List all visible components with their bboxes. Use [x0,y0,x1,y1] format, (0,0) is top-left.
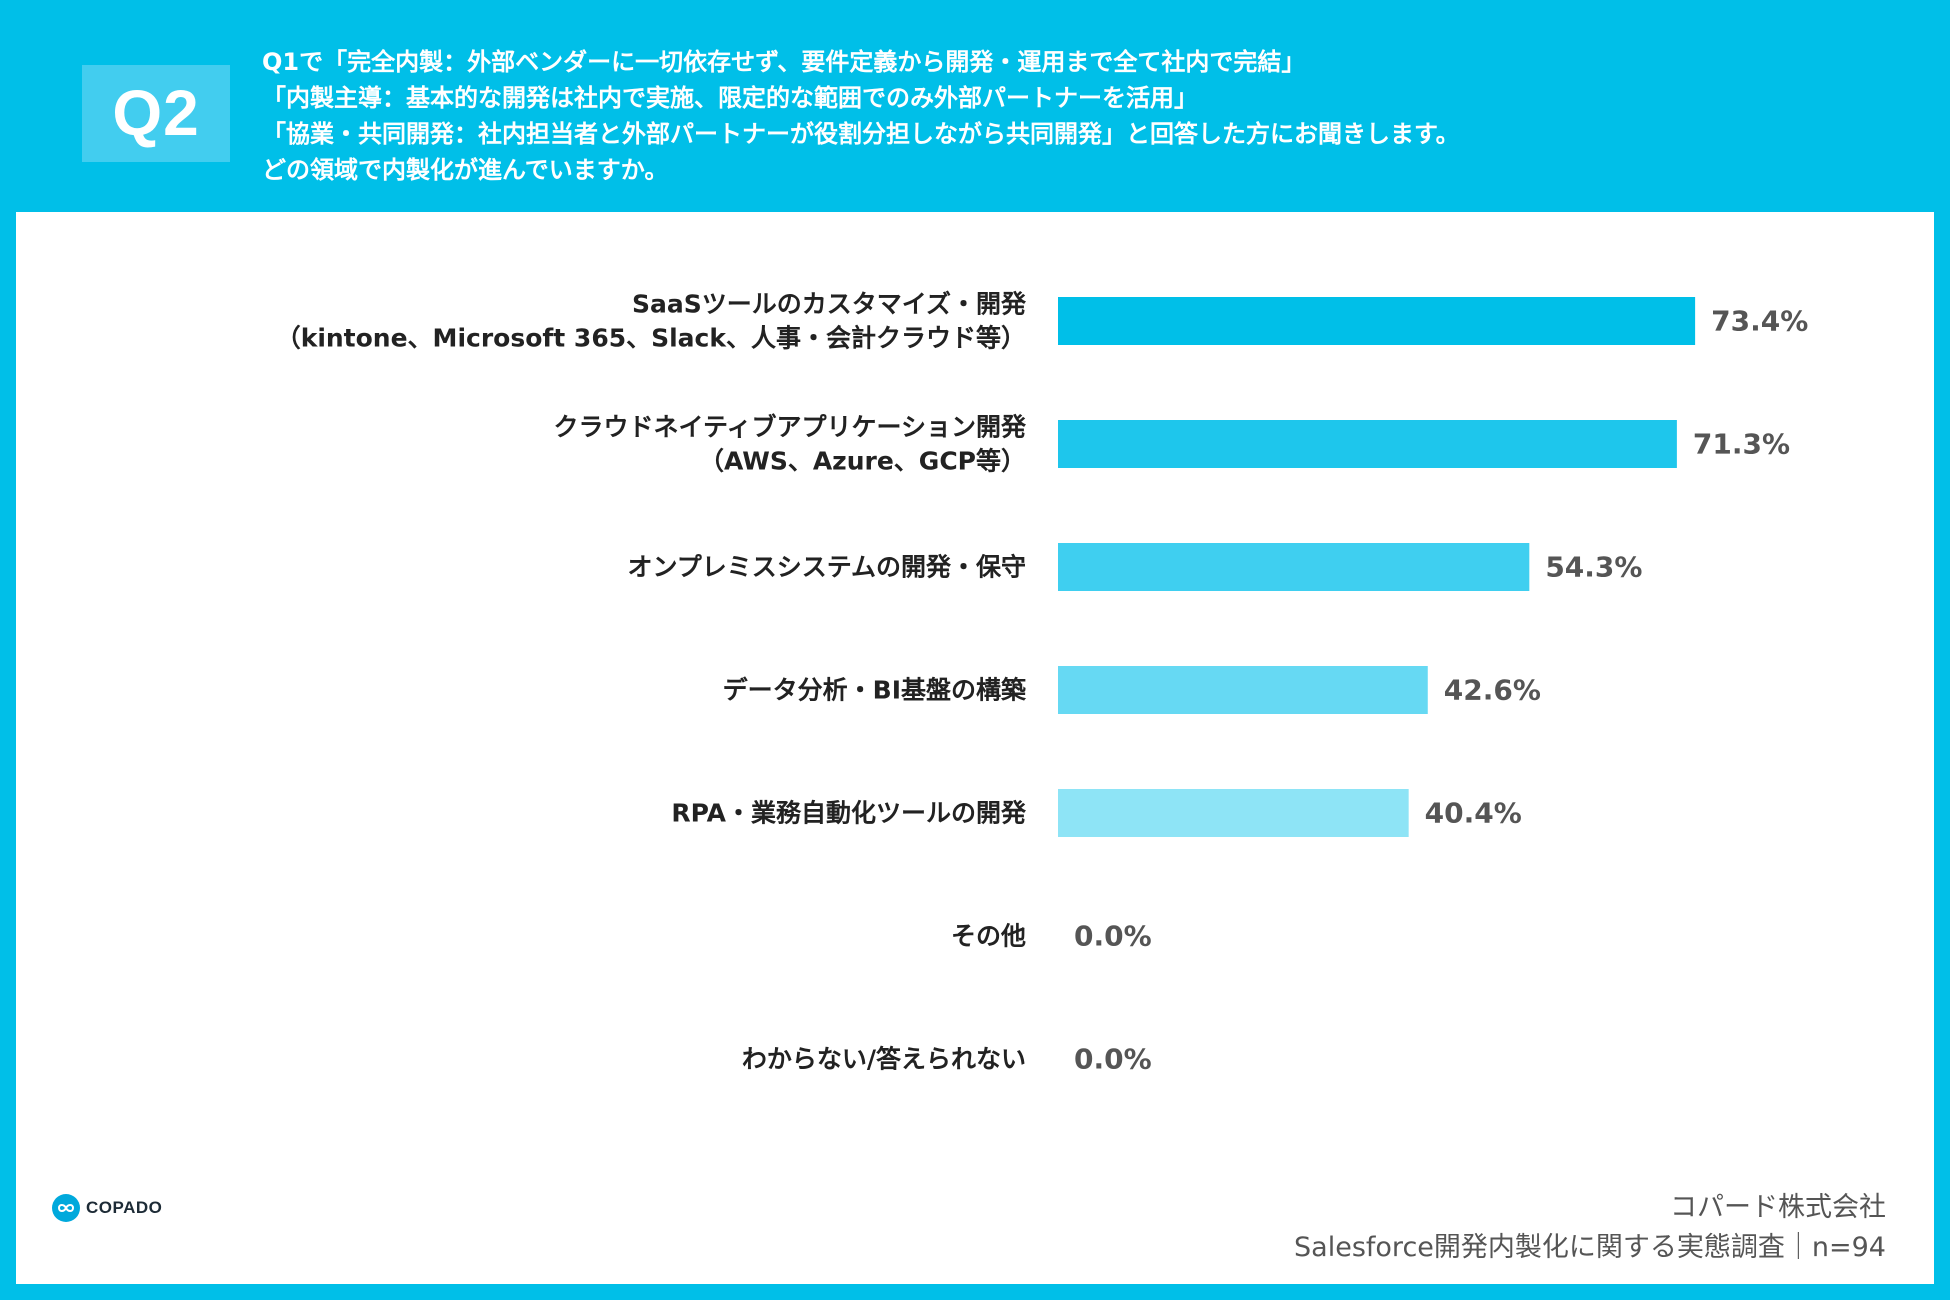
infinity-icon [52,1194,80,1222]
value-label-4: 42.6% [1444,674,1541,707]
category-label-4-line-1: データ分析・BI基盤の構築 [723,676,1027,705]
footer-company: コパード株式会社 [1670,1192,1886,1223]
value-label-7: 0.0% [1074,1043,1152,1076]
bar-chart: 73.4% SaaSツールのカスタマイズ・開発 （kintone、Microsoft… [276,290,1809,1076]
bar-2 [1058,420,1677,468]
footer: コパード株式会社 Salesforce開発内製化に関する実態調査｜n=94 [1294,1188,1886,1268]
value-label-5: 40.4% [1425,797,1522,830]
question-line-1: Q1で「完全内製：外部ベンダーに一切依存せず、要件定義から開発・運用まで全て社内… [262,48,1306,76]
value-label-6: 0.0% [1074,920,1152,953]
value-label-2: 71.3% [1693,428,1790,461]
copado-logo: COPADO [52,1194,162,1222]
category-label-3-line-1: オンプレミスシステムの開発・保守 [627,553,1026,582]
category-label-6-line-1: その他 [951,922,1026,951]
category-label-5-line-1: RPA・業務自動化ツールの開発 [671,799,1027,828]
category-label-1-line-1: SaaSツールのカスタマイズ・開発 [632,290,1027,319]
value-label-1: 73.4% [1711,305,1808,338]
question-line-4: どの領域で内製化が進んでいますか。 [262,156,669,184]
bar-5 [1058,789,1409,837]
footer-survey: Salesforce開発内製化に関する実態調査｜n=94 [1294,1232,1886,1263]
category-label-7-line-1: わからない/答えられない [742,1045,1026,1074]
chart-panel: 73.4% SaaSツールのカスタマイズ・開発 （kintone、Microsoft… [16,212,1934,1284]
category-label-1-line-2: （kintone、Microsoft 365、Slack、人事・会計クラウド等） [276,324,1026,353]
bar-4 [1058,666,1428,714]
header: Q2 Q1で「完全内製：外部ベンダーに一切依存せず、要件定義から開発・運用まで全… [0,0,1950,210]
category-label-2-line-2: （AWS、Azure、GCP等） [699,447,1026,476]
category-label-2-line-1: クラウドネイティブアプリケーション開発 [553,413,1027,442]
logo-text: COPADO [86,1198,163,1217]
bar-1 [1058,297,1696,345]
question-line-3: 「協業・共同開発：社内担当者と外部パートナーが役割分担しながら共同開発」と回答し… [262,120,1460,148]
question-badge: Q2 [82,65,230,162]
question-line-2: 「内製主導：基本的な開発は社内で実施、限定的な範囲でのみ外部パートナーを活用」 [262,84,1198,112]
bar-3 [1058,543,1530,591]
value-label-3: 54.3% [1545,551,1642,584]
question-text: Q1で「完全内製：外部ベンダーに一切依存せず、要件定義から開発・運用まで全て社内… [262,44,1902,188]
